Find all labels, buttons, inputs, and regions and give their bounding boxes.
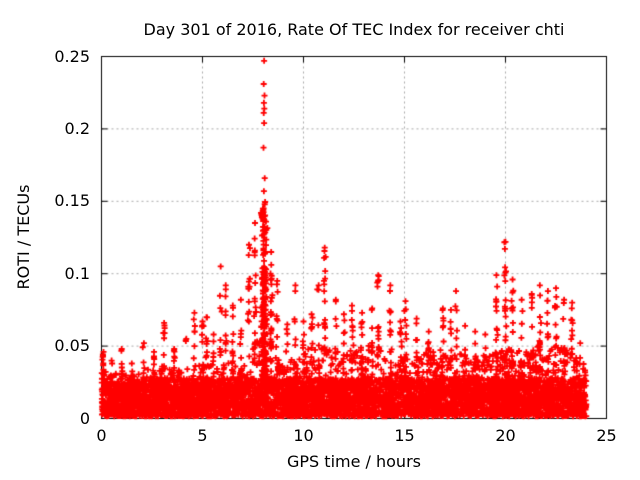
y-tick-label: 0.25 — [54, 46, 90, 66]
x-tick-label: 15 — [394, 426, 415, 445]
y-tick-label: 0.2 — [64, 118, 90, 138]
chart-title: Day 301 of 2016, Rate Of TEC Index for r… — [143, 20, 565, 39]
y-tick-label: 0.1 — [64, 263, 90, 283]
y-axis-label: ROTI / TECUs — [14, 184, 33, 290]
x-tick-label: 10 — [293, 426, 314, 445]
x-tick-label: 25 — [596, 426, 617, 445]
x-tick-label: 5 — [197, 426, 208, 445]
y-tick-label: 0.15 — [54, 191, 90, 211]
x-tick-label: 0 — [96, 426, 107, 445]
x-axis-label: GPS time / hours — [287, 452, 421, 471]
x-tick-label: 20 — [495, 426, 516, 445]
y-tick-label: 0.05 — [54, 336, 90, 356]
y-tick-label: 0 — [79, 408, 90, 428]
